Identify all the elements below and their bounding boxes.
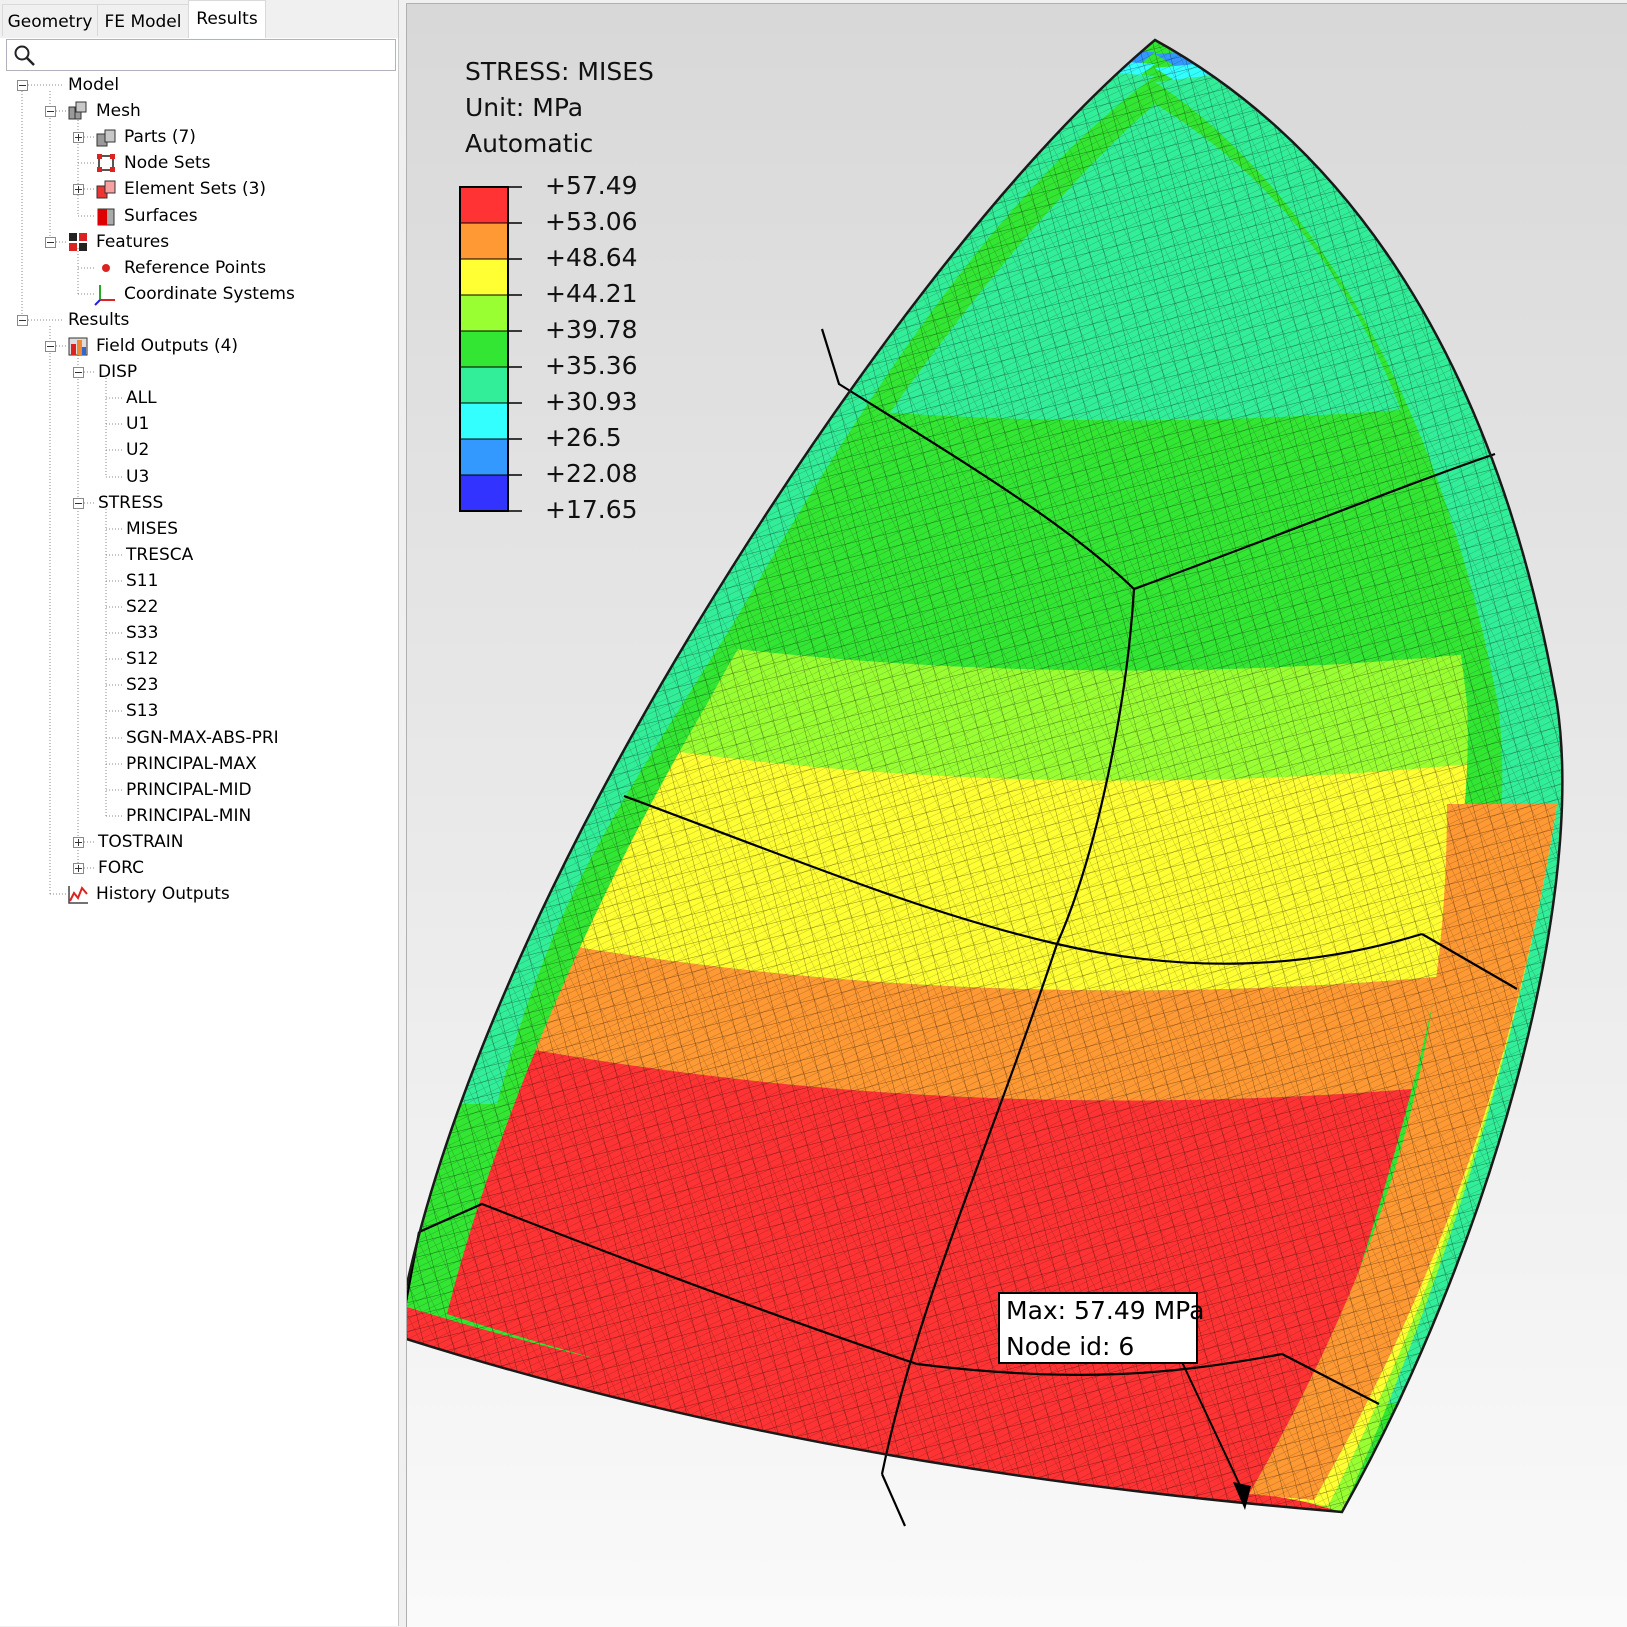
parts-icon (96, 129, 116, 147)
tree-item-label: Parts (7) (124, 127, 196, 147)
node-sets-icon (97, 154, 115, 172)
model-tree: Model Mesh Parts (7) Node Sets Element Sets … (0, 75, 398, 1626)
callout-max-value: Max: 57.49 MPa (1006, 1296, 1205, 1325)
element-sets-icon (96, 180, 116, 199)
tree-item-label: S11 (126, 571, 159, 591)
tree-expander-30[interactable] (73, 863, 84, 874)
search-input[interactable] (41, 42, 391, 70)
tree-item-label: Features (96, 232, 170, 252)
coordinate-system-icon (94, 285, 115, 306)
reference-point-icon (102, 264, 110, 272)
search-box (6, 39, 396, 71)
tree-expander-10[interactable] (45, 341, 56, 352)
model-outline (407, 38, 1564, 1514)
search-icon (14, 45, 35, 66)
tree-item-label: Coordinate Systems (124, 284, 295, 304)
results-viewport[interactable]: STRESS: MISES Unit: MPa Automatic +57.49… (406, 3, 1627, 1627)
stress-contour-model[interactable] (407, 4, 1627, 1627)
tree-expander-6[interactable] (45, 237, 56, 248)
partition-line-4 (623, 794, 1423, 965)
history-outputs-icon (68, 886, 88, 904)
tree-item-label: TOSTRAIN (98, 832, 184, 852)
tree-expander-0[interactable] (17, 80, 28, 91)
tree-expander-11[interactable] (73, 367, 84, 378)
partition-line-0 (820, 328, 1135, 590)
tree-item-label: Field Outputs (4) (96, 336, 239, 356)
tree-expander-1[interactable] (45, 106, 56, 117)
tree-item-label: STRESS (98, 493, 164, 513)
tab-fe-model[interactable]: FE Model (97, 4, 189, 36)
partition-line-3 (880, 943, 1059, 1475)
tree-expander-4[interactable] (73, 184, 84, 195)
tree-expander-16[interactable] (73, 498, 84, 509)
tree-item-label: SGN-MAX-ABS-PRI (126, 728, 279, 748)
tree-item-label: Results (68, 310, 130, 330)
tree-item-label: U1 (126, 414, 150, 434)
tree-item-label: U3 (126, 467, 150, 487)
tree-item-label: PRINCIPAL-MIN (126, 806, 252, 826)
tree-item-label: Mesh (96, 101, 141, 121)
partition-line-6 (418, 1202, 1283, 1376)
tree-item-label: ALL (126, 388, 157, 408)
tree-item-label: U2 (126, 440, 150, 460)
tree-item-label: Element Sets (3) (124, 179, 267, 199)
panel-tabs: Geometry FE Model Results (0, 0, 398, 38)
tree-item-label: Node Sets (124, 153, 211, 173)
partition-line-7 (1281, 1353, 1380, 1405)
tree-item-label: Reference Points (124, 258, 267, 278)
partition-line-1 (1133, 452, 1496, 591)
tree-item-label: S13 (126, 701, 159, 721)
tree-item-label: DISP (98, 362, 138, 382)
tree-item-label: History Outputs (96, 884, 230, 904)
tree-expander-29[interactable] (73, 837, 84, 848)
mesh-icon (68, 101, 87, 120)
tree-item-label: TRESCA (126, 545, 194, 565)
tree-item-label: Model (68, 75, 120, 95)
partition-line-2 (1055, 588, 1136, 945)
tab-results[interactable]: Results (188, 0, 266, 38)
tree-item-label: PRINCIPAL-MAX (126, 754, 257, 774)
field-outputs-icon (68, 337, 88, 356)
tree-item-label: MISES (126, 519, 179, 539)
callout-arrowhead-icon (1233, 1482, 1251, 1510)
tree-item-label: S23 (126, 675, 159, 695)
features-icon (69, 233, 87, 251)
tree-expander-9[interactable] (17, 315, 28, 326)
partition-line-8 (880, 1473, 907, 1527)
tree-item-label: FORC (98, 858, 144, 878)
max-value-callout: Max: 57.49 MPa Node id: 6 (998, 1292, 1204, 1364)
tab-geometry[interactable]: Geometry (2, 4, 98, 36)
tree-item-label: S22 (126, 597, 159, 617)
surfaces-icon (97, 208, 115, 226)
tree-item-label: S12 (126, 649, 159, 669)
tree-expander-2[interactable] (73, 132, 84, 143)
tree-item-label: S33 (126, 623, 159, 643)
tree-item-label: Surfaces (124, 206, 198, 226)
callout-node-id: Node id: 6 (1006, 1332, 1135, 1361)
tree-item-label: PRINCIPAL-MID (126, 780, 252, 800)
model-tree-panel: Geometry FE Model Results Model Mesh Parts… (0, 0, 399, 1626)
partition-line-5 (1421, 933, 1518, 990)
